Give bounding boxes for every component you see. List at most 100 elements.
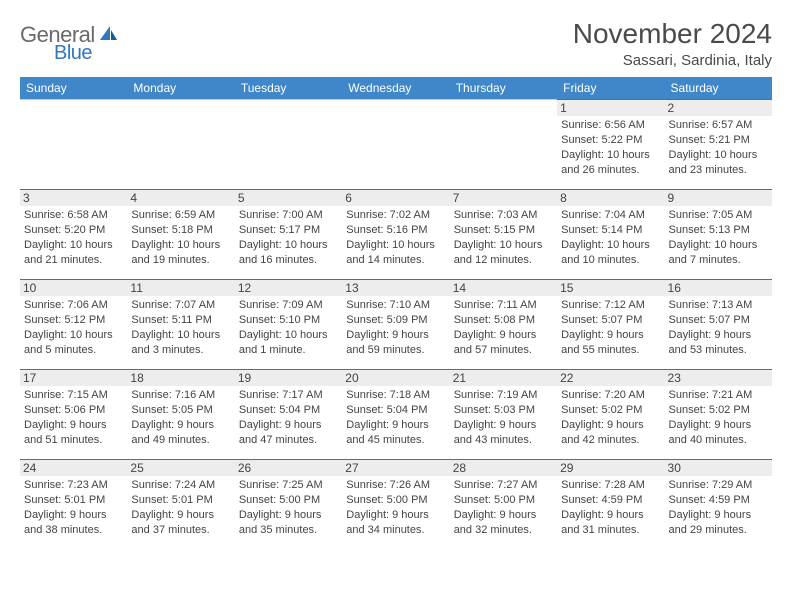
sunset-text: Sunset: 5:18 PM <box>131 223 230 238</box>
day-number: 28 <box>450 460 557 476</box>
calendar-header-row: SundayMondayTuesdayWednesdayThursdayFrid… <box>20 77 772 99</box>
sunrise-text: Sunrise: 6:59 AM <box>131 208 230 223</box>
calendar-week-row: 10Sunrise: 7:06 AMSunset: 5:12 PMDayligh… <box>20 279 772 369</box>
calendar-day-cell: 2Sunrise: 6:57 AMSunset: 5:21 PMDaylight… <box>665 99 772 189</box>
sunrise-text: Sunrise: 7:16 AM <box>131 388 230 403</box>
calendar-empty-cell <box>450 99 557 189</box>
daylight-text: Daylight: 10 hours <box>24 328 123 343</box>
calendar-week-row: 17Sunrise: 7:15 AMSunset: 5:06 PMDayligh… <box>20 369 772 459</box>
sunrise-text: Sunrise: 7:21 AM <box>669 388 768 403</box>
sunrise-text: Sunrise: 7:23 AM <box>24 478 123 493</box>
sunrise-text: Sunrise: 7:02 AM <box>346 208 445 223</box>
daylight-text: and 42 minutes. <box>561 433 660 448</box>
calendar-day-cell: 22Sunrise: 7:20 AMSunset: 5:02 PMDayligh… <box>557 369 664 459</box>
sunrise-text: Sunrise: 7:19 AM <box>454 388 553 403</box>
daylight-text: Daylight: 9 hours <box>454 328 553 343</box>
calendar-empty-cell <box>20 99 127 189</box>
daylight-text: Daylight: 9 hours <box>346 328 445 343</box>
sunrise-text: Sunrise: 6:56 AM <box>561 118 660 133</box>
sunset-text: Sunset: 5:14 PM <box>561 223 660 238</box>
daylight-text: Daylight: 9 hours <box>561 418 660 433</box>
daylight-text: and 7 minutes. <box>669 253 768 268</box>
daylight-text: and 40 minutes. <box>669 433 768 448</box>
calendar-day-cell: 24Sunrise: 7:23 AMSunset: 5:01 PMDayligh… <box>20 459 127 549</box>
sunrise-text: Sunrise: 7:27 AM <box>454 478 553 493</box>
sunset-text: Sunset: 5:05 PM <box>131 403 230 418</box>
day-number: 24 <box>20 460 127 476</box>
sunrise-text: Sunrise: 7:04 AM <box>561 208 660 223</box>
day-number: 1 <box>557 100 664 116</box>
calendar-day-cell: 23Sunrise: 7:21 AMSunset: 5:02 PMDayligh… <box>665 369 772 459</box>
daylight-text: Daylight: 9 hours <box>454 508 553 523</box>
daylight-text: Daylight: 10 hours <box>24 238 123 253</box>
daylight-text: Daylight: 10 hours <box>561 238 660 253</box>
day-number: 25 <box>127 460 234 476</box>
calendar-day-cell: 18Sunrise: 7:16 AMSunset: 5:05 PMDayligh… <box>127 369 234 459</box>
calendar-dayhead: Friday <box>557 77 664 99</box>
daylight-text: and 57 minutes. <box>454 343 553 358</box>
sunset-text: Sunset: 5:21 PM <box>669 133 768 148</box>
sunset-text: Sunset: 4:59 PM <box>669 493 768 508</box>
sunset-text: Sunset: 5:12 PM <box>24 313 123 328</box>
day-number: 16 <box>665 280 772 296</box>
daylight-text: and 38 minutes. <box>24 523 123 538</box>
calendar-dayhead: Sunday <box>20 77 127 99</box>
daylight-text: and 3 minutes. <box>131 343 230 358</box>
daylight-text: and 49 minutes. <box>131 433 230 448</box>
day-number: 15 <box>557 280 664 296</box>
daylight-text: and 34 minutes. <box>346 523 445 538</box>
day-number: 19 <box>235 370 342 386</box>
daylight-text: and 43 minutes. <box>454 433 553 448</box>
daylight-text: and 47 minutes. <box>239 433 338 448</box>
day-number: 4 <box>127 190 234 206</box>
day-number: 23 <box>665 370 772 386</box>
sunrise-text: Sunrise: 7:28 AM <box>561 478 660 493</box>
calendar-day-cell: 15Sunrise: 7:12 AMSunset: 5:07 PMDayligh… <box>557 279 664 369</box>
day-number: 27 <box>342 460 449 476</box>
sunset-text: Sunset: 5:03 PM <box>454 403 553 418</box>
day-number: 29 <box>557 460 664 476</box>
calendar-day-cell: 3Sunrise: 6:58 AMSunset: 5:20 PMDaylight… <box>20 189 127 279</box>
daylight-text: and 19 minutes. <box>131 253 230 268</box>
sunrise-text: Sunrise: 7:05 AM <box>669 208 768 223</box>
daylight-text: and 23 minutes. <box>669 163 768 178</box>
daylight-text: Daylight: 10 hours <box>131 328 230 343</box>
sunset-text: Sunset: 5:13 PM <box>669 223 768 238</box>
sunset-text: Sunset: 5:00 PM <box>454 493 553 508</box>
sunrise-text: Sunrise: 7:06 AM <box>24 298 123 313</box>
daylight-text: Daylight: 9 hours <box>346 418 445 433</box>
sunrise-text: Sunrise: 7:25 AM <box>239 478 338 493</box>
calendar-week-row: 1 Sunrise: 6:56 AMSunset: 5:22 PMDaylight… <box>20 99 772 189</box>
sunset-text: Sunset: 5:16 PM <box>346 223 445 238</box>
daylight-text: Daylight: 10 hours <box>346 238 445 253</box>
daylight-text: Daylight: 9 hours <box>239 418 338 433</box>
calendar-empty-cell <box>235 99 342 189</box>
daylight-text: and 53 minutes. <box>669 343 768 358</box>
calendar-dayhead: Tuesday <box>235 77 342 99</box>
daylight-text: Daylight: 10 hours <box>561 148 660 163</box>
daylight-text: Daylight: 9 hours <box>239 508 338 523</box>
sunrise-text: Sunrise: 7:03 AM <box>454 208 553 223</box>
daylight-text: Daylight: 9 hours <box>24 418 123 433</box>
day-number: 30 <box>665 460 772 476</box>
calendar-empty-cell <box>342 99 449 189</box>
daylight-text: and 37 minutes. <box>131 523 230 538</box>
calendar-day-cell: 16Sunrise: 7:13 AMSunset: 5:07 PMDayligh… <box>665 279 772 369</box>
daylight-text: and 29 minutes. <box>669 523 768 538</box>
header: General Blue November 2024 Sassari, Sard… <box>20 18 772 69</box>
calendar-day-cell: 30Sunrise: 7:29 AMSunset: 4:59 PMDayligh… <box>665 459 772 549</box>
sunrise-text: Sunrise: 7:26 AM <box>346 478 445 493</box>
daylight-text: and 21 minutes. <box>24 253 123 268</box>
sunset-text: Sunset: 5:22 PM <box>561 133 660 148</box>
daylight-text: Daylight: 10 hours <box>239 328 338 343</box>
calendar-day-cell: 27Sunrise: 7:26 AMSunset: 5:00 PMDayligh… <box>342 459 449 549</box>
sunset-text: Sunset: 4:59 PM <box>561 493 660 508</box>
daylight-text: Daylight: 10 hours <box>669 238 768 253</box>
daylight-text: Daylight: 9 hours <box>24 508 123 523</box>
daylight-text: Daylight: 10 hours <box>454 238 553 253</box>
calendar-day-cell: 20Sunrise: 7:18 AMSunset: 5:04 PMDayligh… <box>342 369 449 459</box>
day-number: 12 <box>235 280 342 296</box>
sunset-text: Sunset: 5:00 PM <box>346 493 445 508</box>
sunset-text: Sunset: 5:10 PM <box>239 313 338 328</box>
calendar-day-cell: 10Sunrise: 7:06 AMSunset: 5:12 PMDayligh… <box>20 279 127 369</box>
